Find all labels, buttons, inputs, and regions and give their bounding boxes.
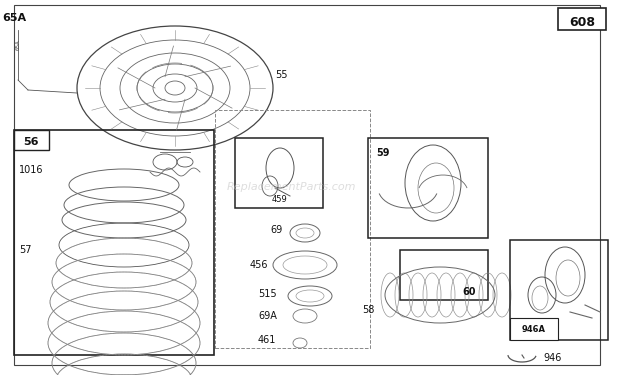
Bar <box>368 138 488 238</box>
Text: 65A: 65A <box>16 40 20 50</box>
Text: 65A: 65A <box>2 13 26 23</box>
Text: 946A: 946A <box>522 324 546 333</box>
Text: 57: 57 <box>19 245 32 255</box>
Text: 456: 456 <box>250 260 268 270</box>
Text: 946: 946 <box>543 353 561 363</box>
Text: 515: 515 <box>258 289 277 299</box>
Text: 69: 69 <box>270 225 282 235</box>
Text: 60: 60 <box>463 287 476 297</box>
Bar <box>510 318 558 340</box>
Bar <box>215 110 370 348</box>
Text: 1016: 1016 <box>19 165 43 175</box>
Text: 69A: 69A <box>258 311 277 321</box>
Text: ReplacementParts.com: ReplacementParts.com <box>227 183 356 192</box>
Text: 461: 461 <box>258 335 277 345</box>
Bar <box>14 130 214 355</box>
Bar <box>400 250 488 300</box>
Bar <box>14 130 49 150</box>
Text: 608: 608 <box>569 15 595 28</box>
Text: 56: 56 <box>24 137 38 147</box>
Text: 55: 55 <box>275 70 288 80</box>
Text: 459: 459 <box>271 195 287 204</box>
Bar <box>235 138 323 208</box>
Text: 59: 59 <box>376 148 389 158</box>
Text: 58: 58 <box>362 305 374 315</box>
Bar <box>558 8 606 30</box>
Bar <box>510 240 608 340</box>
